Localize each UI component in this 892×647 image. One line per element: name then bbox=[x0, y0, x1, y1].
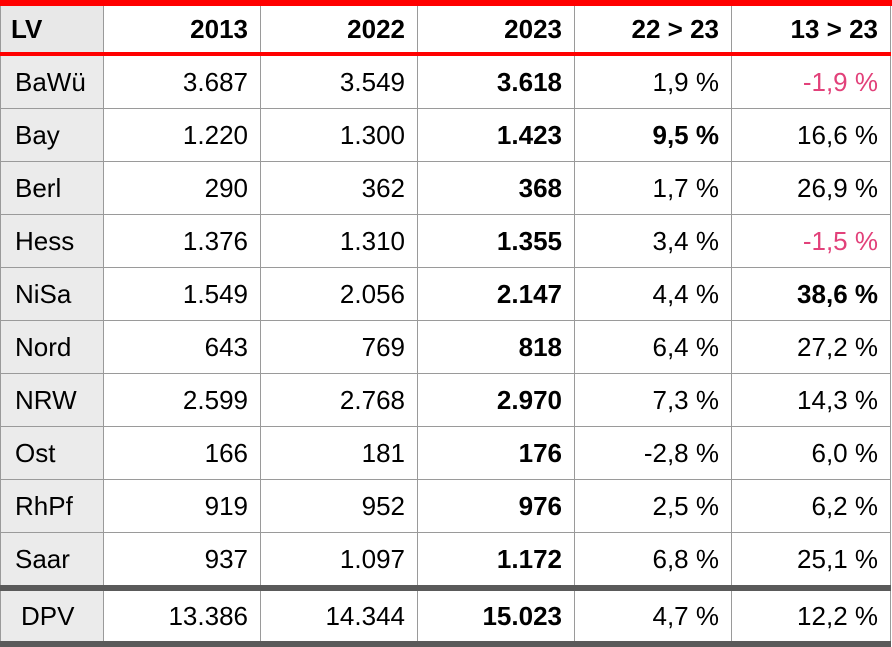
cell-2013: 1.220 bbox=[103, 108, 261, 162]
total-change-13-23: 12,2 % bbox=[731, 585, 891, 647]
table-row: NRW 2.599 2.768 2.970 7,3 % 14,3 % bbox=[0, 373, 891, 427]
total-2013: 13.386 bbox=[103, 585, 261, 647]
cell-2022: 769 bbox=[260, 320, 418, 374]
cell-2013: 643 bbox=[103, 320, 261, 374]
cell-change-22-23: 3,4 % bbox=[574, 214, 732, 268]
cell-change-13-23: 6,2 % bbox=[731, 479, 891, 533]
row-label: Ost bbox=[0, 426, 104, 480]
cell-change-13-23: 14,3 % bbox=[731, 373, 891, 427]
cell-2013: 166 bbox=[103, 426, 261, 480]
cell-2023: 1.423 bbox=[417, 108, 575, 162]
cell-2023: 2.970 bbox=[417, 373, 575, 427]
cell-change-13-23: 6,0 % bbox=[731, 426, 891, 480]
table-row: Bay 1.220 1.300 1.423 9,5 % 16,6 % bbox=[0, 108, 891, 162]
total-change-22-23: 4,7 % bbox=[574, 585, 732, 647]
header-2023: 2023 bbox=[417, 6, 575, 56]
cell-change-22-23: 2,5 % bbox=[574, 479, 732, 533]
cell-change-13-23: 38,6 % bbox=[731, 267, 891, 321]
table-row: Nord 643 769 818 6,4 % 27,2 % bbox=[0, 320, 891, 374]
cell-change-13-23: -1,9 % bbox=[731, 53, 891, 109]
top-accent-bar bbox=[0, 0, 892, 6]
cell-2013: 3.687 bbox=[103, 53, 261, 109]
cell-2013: 1.376 bbox=[103, 214, 261, 268]
cell-2022: 952 bbox=[260, 479, 418, 533]
row-label: Berl bbox=[0, 161, 104, 215]
table-row: Hess 1.376 1.310 1.355 3,4 % -1,5 % bbox=[0, 214, 891, 268]
row-label: Hess bbox=[0, 214, 104, 268]
header-2022: 2022 bbox=[260, 6, 418, 56]
total-2023: 15.023 bbox=[417, 585, 575, 647]
header-change-22-23: 22 > 23 bbox=[574, 6, 732, 56]
row-label: Bay bbox=[0, 108, 104, 162]
cell-2023: 1.355 bbox=[417, 214, 575, 268]
cell-change-22-23: 4,4 % bbox=[574, 267, 732, 321]
cell-change-13-23: 16,6 % bbox=[731, 108, 891, 162]
row-label: Saar bbox=[0, 532, 104, 589]
cell-2023: 976 bbox=[417, 479, 575, 533]
cell-change-22-23: 7,3 % bbox=[574, 373, 732, 427]
header-2013: 2013 bbox=[103, 6, 261, 56]
table-row: BaWü 3.687 3.549 3.618 1,9 % -1,9 % bbox=[0, 53, 891, 109]
cell-2013: 1.549 bbox=[103, 267, 261, 321]
cell-change-22-23: 1,7 % bbox=[574, 161, 732, 215]
table-row: Ost 166 181 176 -2,8 % 6,0 % bbox=[0, 426, 891, 480]
cell-2013: 937 bbox=[103, 532, 261, 589]
cell-change-22-23: -2,8 % bbox=[574, 426, 732, 480]
statistics-table: LV 2013 2022 2023 22 > 23 13 > 23 BaWü 3… bbox=[0, 6, 891, 647]
cell-2023: 176 bbox=[417, 426, 575, 480]
cell-change-22-23: 9,5 % bbox=[574, 108, 732, 162]
cell-change-13-23: 27,2 % bbox=[731, 320, 891, 374]
table-row: RhPf 919 952 976 2,5 % 6,2 % bbox=[0, 479, 891, 533]
table-row: NiSa 1.549 2.056 2.147 4,4 % 38,6 % bbox=[0, 267, 891, 321]
cell-change-13-23: 26,9 % bbox=[731, 161, 891, 215]
row-label: BaWü bbox=[0, 53, 104, 109]
row-label: RhPf bbox=[0, 479, 104, 533]
cell-2023: 368 bbox=[417, 161, 575, 215]
row-label: NRW bbox=[0, 373, 104, 427]
total-label: DPV bbox=[0, 585, 104, 647]
cell-2022: 362 bbox=[260, 161, 418, 215]
cell-2022: 2.768 bbox=[260, 373, 418, 427]
cell-change-22-23: 6,4 % bbox=[574, 320, 732, 374]
header-lv: LV bbox=[0, 6, 104, 56]
row-label: NiSa bbox=[0, 267, 104, 321]
cell-2013: 2.599 bbox=[103, 373, 261, 427]
cell-change-22-23: 6,8 % bbox=[574, 532, 732, 589]
cell-change-13-23: 25,1 % bbox=[731, 532, 891, 589]
total-2022: 14.344 bbox=[260, 585, 418, 647]
cell-2022: 2.056 bbox=[260, 267, 418, 321]
table-row: Saar 937 1.097 1.172 6,8 % 25,1 % bbox=[0, 532, 891, 589]
table-row: Berl 290 362 368 1,7 % 26,9 % bbox=[0, 161, 891, 215]
cell-change-13-23: -1,5 % bbox=[731, 214, 891, 268]
cell-2013: 919 bbox=[103, 479, 261, 533]
cell-2023: 818 bbox=[417, 320, 575, 374]
cell-2022: 3.549 bbox=[260, 53, 418, 109]
cell-2023: 2.147 bbox=[417, 267, 575, 321]
header-row: LV 2013 2022 2023 22 > 23 13 > 23 bbox=[0, 6, 891, 56]
header-change-13-23: 13 > 23 bbox=[731, 6, 891, 56]
cell-2023: 3.618 bbox=[417, 53, 575, 109]
row-label: Nord bbox=[0, 320, 104, 374]
cell-2022: 1.310 bbox=[260, 214, 418, 268]
total-row: DPV 13.386 14.344 15.023 4,7 % 12,2 % bbox=[0, 585, 891, 647]
cell-2022: 1.097 bbox=[260, 532, 418, 589]
cell-2023: 1.172 bbox=[417, 532, 575, 589]
cell-2022: 181 bbox=[260, 426, 418, 480]
cell-2022: 1.300 bbox=[260, 108, 418, 162]
cell-change-22-23: 1,9 % bbox=[574, 53, 732, 109]
cell-2013: 290 bbox=[103, 161, 261, 215]
